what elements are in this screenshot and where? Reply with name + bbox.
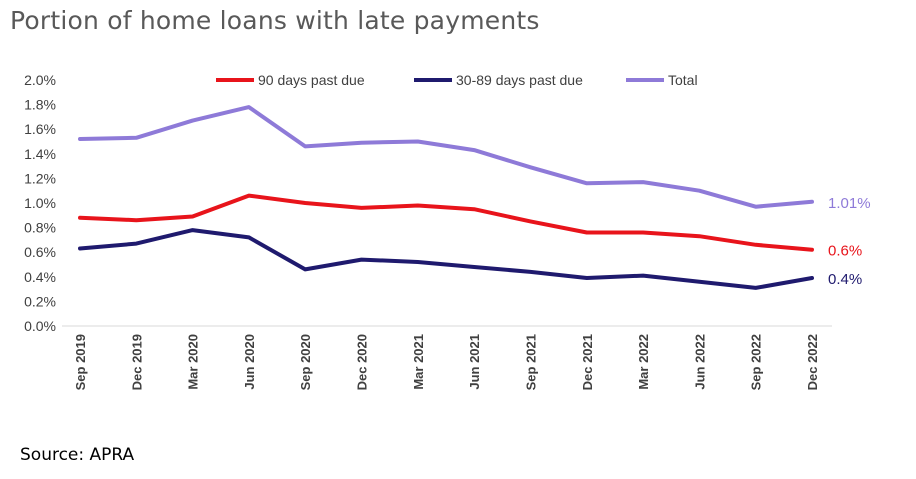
legend-label: 30-89 days past due [456,72,583,88]
end-label: 1.01% [828,195,871,212]
y-tick-label: 1.6% [24,121,56,137]
x-axis: Sep 2019 Dec 2019 Mar 2020 Jun 2020 Sep 2020… [62,325,832,390]
end-labels: 0.6% 0.4% 1.01% [828,195,871,288]
series-lines [78,105,814,290]
x-tick-label: Jun 2020 [242,334,257,390]
y-tick-label: 2.0% [24,72,56,88]
x-tick-label: Sep 2022 [749,334,764,390]
chart-title: Portion of home loans with late payments [10,6,540,35]
legend: 90 days past due 30-89 days past due Total [216,72,698,88]
x-tick-label: Jun 2021 [467,334,482,390]
x-tick-label: Dec 2021 [580,334,595,390]
x-tick-label: Sep 2019 [73,334,88,390]
legend-label: Total [668,72,698,88]
x-tick-label: Mar 2020 [186,334,201,390]
y-tick-label: 1.4% [24,146,56,162]
y-tick-label: 1.0% [24,195,56,211]
x-tick-label: Sep 2021 [523,334,538,390]
y-tick-label: 1.2% [24,170,56,186]
series-line [78,193,814,252]
end-label: 0.4% [828,271,862,288]
y-tick-label: 0.8% [24,220,56,236]
x-tick-label: Jun 2022 [692,334,707,390]
x-tick-label: Dec 2020 [355,334,370,390]
y-tick-label: 0.0% [24,318,56,334]
x-tick-label: Dec 2022 [805,334,820,390]
series-line [78,228,814,290]
source-note: Source: APRA [20,445,135,465]
series-line [78,105,814,209]
y-tick-label: 1.8% [24,97,56,113]
y-tick-label: 0.6% [24,244,56,260]
y-tick-label: 0.4% [24,269,56,285]
y-axis: 0.0% 0.2% 0.4% 0.6% 0.8% 1.0% 1.2% 1.4% 1.6% 1.8%… [24,72,56,334]
x-tick-label: Dec 2019 [129,334,144,390]
x-tick-label: Sep 2020 [298,334,313,390]
legend-label: 90 days past due [258,72,365,88]
x-tick-label: Mar 2022 [636,334,651,390]
x-tick-label: Mar 2021 [411,334,426,390]
end-label: 0.6% [828,243,862,260]
y-tick-label: 0.2% [24,293,56,309]
